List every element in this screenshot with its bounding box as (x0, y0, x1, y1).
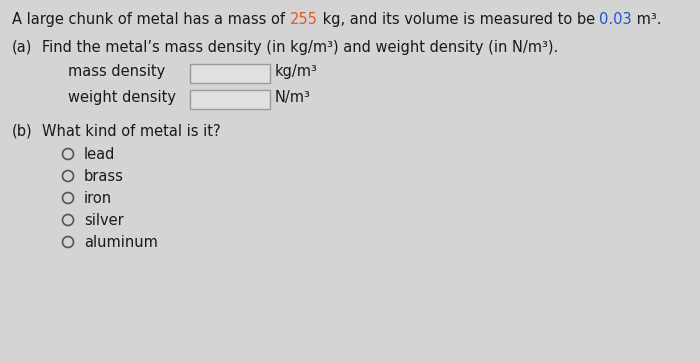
Text: 0.03: 0.03 (599, 12, 632, 27)
Text: (a): (a) (12, 40, 32, 55)
Text: mass density: mass density (68, 64, 165, 79)
Text: aluminum: aluminum (84, 235, 158, 250)
Text: kg/m³: kg/m³ (275, 64, 318, 79)
Text: weight density: weight density (68, 90, 176, 105)
Text: Find the metal’s mass density (in kg/m³) and weight density (in N/m³).: Find the metal’s mass density (in kg/m³)… (42, 40, 559, 55)
Text: 255: 255 (290, 12, 318, 27)
FancyBboxPatch shape (190, 90, 270, 109)
Text: brass: brass (84, 169, 124, 184)
Text: iron: iron (84, 191, 112, 206)
Text: (b): (b) (12, 124, 33, 139)
Text: silver: silver (84, 213, 124, 228)
Text: kg, and its volume is measured to be: kg, and its volume is measured to be (318, 12, 599, 27)
FancyBboxPatch shape (190, 64, 270, 83)
Text: lead: lead (84, 147, 116, 162)
Text: A large chunk of metal has a mass of: A large chunk of metal has a mass of (12, 12, 290, 27)
Text: N/m³: N/m³ (275, 90, 311, 105)
Text: What kind of metal is it?: What kind of metal is it? (42, 124, 220, 139)
Text: m³.: m³. (632, 12, 662, 27)
